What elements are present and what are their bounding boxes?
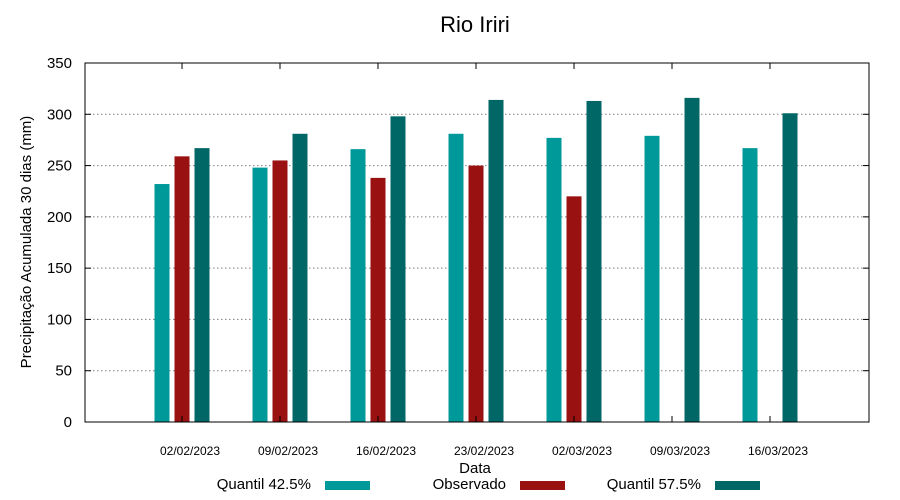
bar [370,177,386,422]
x-tick-label: 02/02/2023 [160,444,220,458]
y-tick-label: 350 [47,55,72,72]
bar [350,149,366,422]
x-tick-label: 23/02/2023 [454,444,514,458]
bar [546,137,562,422]
x-tick-label: 09/03/2023 [650,444,710,458]
bar [448,133,464,422]
x-tick-label: 02/03/2023 [552,444,612,458]
legend-label: Quantil 57.5% [607,476,701,493]
bar [252,167,268,422]
y-tick-label: 50 [55,363,72,380]
legend-label: Observado [433,476,506,493]
y-tick-label: 200 [47,209,72,226]
x-axis-ticks: 02/02/2023 09/02/2023 16/02/2023 23/02/2023… [160,63,808,458]
bar [390,116,406,422]
y-tick-label: 150 [47,260,72,277]
legend-swatch [715,481,760,490]
plot-frame [84,62,870,423]
bar [742,148,758,423]
y-tick-label: 100 [47,311,72,328]
bars [154,97,798,423]
bar [272,160,288,422]
bar [154,184,170,422]
bar [586,100,602,423]
y-tick-label: 250 [47,158,72,175]
bar [644,135,660,422]
bar [566,196,582,422]
y-axis-label: Precipitação Acumulada 30 dias (mm) [18,116,35,369]
bar [684,97,700,423]
bar [468,165,484,423]
bar [174,156,190,422]
legend-swatch [520,481,565,490]
y-axis-ticks: 0 50 100 150 200 250 300 350 [47,55,869,431]
bar [292,133,308,422]
x-tick-label: 09/02/2023 [258,444,318,458]
bar [782,113,798,422]
x-tick-label: 16/02/2023 [356,444,416,458]
legend-label: Quantil 42.5% [217,476,311,493]
x-axis-label: Data [459,460,491,477]
legend: Quantil 42.5% Observado Quantil 57.5% [217,476,760,493]
x-tick-label: 16/03/2023 [748,444,808,458]
bar [488,99,504,422]
legend-swatch [325,481,370,490]
y-tick-label: 300 [47,106,72,123]
bar [194,148,210,423]
y-tick-label: 0 [64,414,72,431]
chart-title: Rio Iriri [440,12,510,37]
